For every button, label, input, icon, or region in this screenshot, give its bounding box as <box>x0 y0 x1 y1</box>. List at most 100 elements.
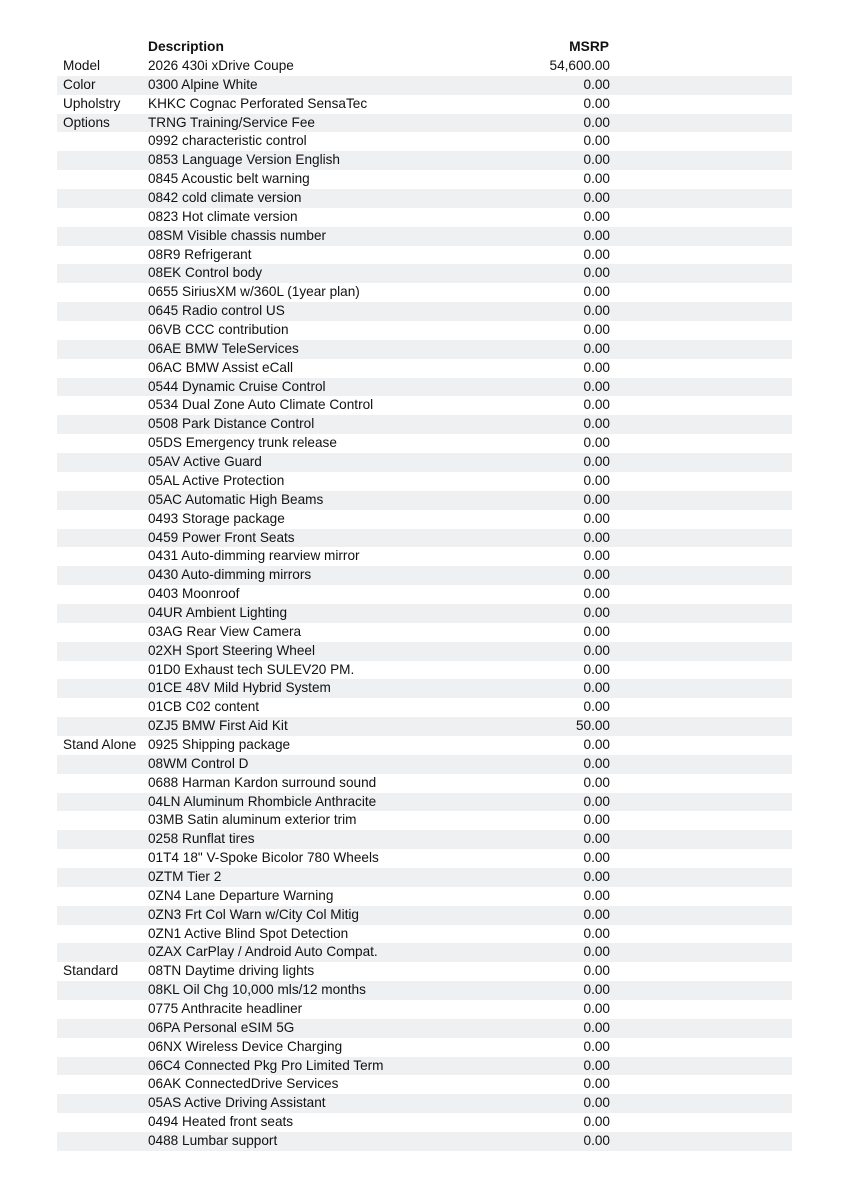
row-msrp: 0.00 <box>583 114 610 130</box>
row-msrp: 0.00 <box>583 1095 610 1111</box>
row-description: 05DS Emergency trunk release <box>148 435 337 451</box>
row-description: 0431 Auto-dimming rearview mirror <box>148 548 360 564</box>
row-msrp: 0.00 <box>583 586 610 602</box>
row-description: 06AK ConnectedDrive Services <box>148 1076 339 1092</box>
row-msrp: 0.00 <box>583 416 610 432</box>
row-description: 0403 Moonroof <box>148 586 240 602</box>
row-description: 05AS Active Driving Assistant <box>148 1095 326 1111</box>
row-msrp: 0.00 <box>583 868 610 884</box>
row-msrp: 0.00 <box>583 227 610 243</box>
table-row: 0431 Auto-dimming rearview mirror 0.00 <box>57 547 792 566</box>
row-description: 0ZN4 Lane Departure Warning <box>148 887 334 903</box>
row-msrp: 0.00 <box>583 76 610 92</box>
table-row: 0775 Anthracite headliner 0.00 <box>57 1000 792 1019</box>
table-row: 02XH Sport Steering Wheel 0.00 <box>57 641 792 661</box>
row-category: Standard <box>63 963 119 979</box>
row-description: 0ZAX CarPlay / Android Auto Compat. <box>148 944 378 960</box>
row-description: 0ZN1 Active Blind Spot Detection <box>148 925 349 941</box>
row-msrp: 0.00 <box>583 755 610 771</box>
row-msrp: 0.00 <box>583 510 610 526</box>
table-row: 0544 Dynamic Cruise Control 0.00 <box>57 377 792 397</box>
row-description: 0258 Runflat tires <box>148 831 255 847</box>
table-row: 04LN Aluminum Rhombicle Anthracite 0.00 <box>57 792 792 812</box>
row-msrp: 0.00 <box>583 1038 610 1054</box>
table-row: 0403 Moonroof 0.00 <box>57 585 792 604</box>
row-category: Options <box>63 114 110 130</box>
row-description: 0775 Anthracite headliner <box>148 1001 303 1016</box>
row-msrp: 54,600.00 <box>549 58 610 73</box>
row-msrp: 0.00 <box>583 95 610 111</box>
row-description: 0ZTM Tier 2 <box>148 868 222 884</box>
row-description: 0823 Hot climate version <box>148 208 298 224</box>
row-msrp: 0.00 <box>583 548 610 564</box>
row-msrp: 0.00 <box>583 284 610 300</box>
table-row: 0823 Hot climate version 0.00 <box>57 208 792 227</box>
row-description: 2026 430i xDrive Coupe <box>148 58 294 73</box>
row-msrp: 0.00 <box>583 850 610 866</box>
table-row: 01T4 18" V-Spoke Bicolor 780 Wheels 0.00 <box>57 849 792 868</box>
row-description: 0488 Lumbar support <box>148 1133 278 1149</box>
row-description: 0645 Radio control US <box>148 303 285 319</box>
row-msrp: 0.00 <box>583 190 610 206</box>
table-row: 08WM Control D 0.00 <box>57 754 792 774</box>
table-row: 0ZN1 Active Blind Spot Detection 0.00 <box>57 925 792 944</box>
row-description: 08EK Control body <box>148 265 263 281</box>
table-row: 0845 Acoustic belt warning 0.00 <box>57 170 792 189</box>
table-row: 0853 Language Version English 0.00 <box>57 151 792 171</box>
row-msrp: 0.00 <box>583 378 610 394</box>
table-row: 05AC Automatic High Beams 0.00 <box>57 490 792 510</box>
row-description: 08WM Control D <box>148 755 249 771</box>
row-msrp: 0.00 <box>583 152 610 168</box>
table-row: 01CB C02 content 0.00 <box>57 698 792 717</box>
table-row: 06NX Wireless Device Charging 0.00 <box>57 1038 792 1057</box>
row-msrp: 0.00 <box>583 944 610 960</box>
row-msrp: 0.00 <box>583 171 610 187</box>
table-row: 08EK Control body 0.00 <box>57 264 792 284</box>
row-msrp: 0.00 <box>583 359 610 375</box>
table-row: 06AK ConnectedDrive Services 0.00 <box>57 1075 792 1094</box>
table-row: 0ZN3 Frt Col Warn w/City Col Mitig 0.00 <box>57 905 792 925</box>
row-category: Model <box>63 58 101 73</box>
table-row: 06C4 Connected Pkg Pro Limited Term 0.00 <box>57 1056 792 1076</box>
row-description: 0853 Language Version English <box>148 152 340 168</box>
row-msrp: 0.00 <box>583 435 610 451</box>
table-row: 0258 Runflat tires 0.00 <box>57 830 792 850</box>
row-description: 01CE 48V Mild Hybrid System <box>148 680 331 696</box>
table-row: 0493 Storage package 0.00 <box>57 510 792 529</box>
row-description: 05AC Automatic High Beams <box>148 491 324 507</box>
table-row: Color 0300 Alpine White 0.00 <box>57 75 792 95</box>
table-row: 0459 Power Front Seats 0.00 <box>57 528 792 548</box>
row-category: Color <box>63 76 96 92</box>
table-row: 0ZAX CarPlay / Android Auto Compat. 0.00 <box>57 943 792 963</box>
row-description: 0842 cold climate version <box>148 190 302 206</box>
row-msrp: 0.00 <box>583 1076 610 1092</box>
table-row: Stand Alone 0925 Shipping package 0.00 <box>57 736 792 755</box>
row-msrp: 0.00 <box>583 642 610 658</box>
row-description: 06C4 Connected Pkg Pro Limited Term <box>148 1057 384 1073</box>
row-msrp: 0.00 <box>583 1133 610 1149</box>
row-msrp: 0.00 <box>583 397 610 413</box>
table-row: 0655 SiriusXM w/360L (1year plan) 0.00 <box>57 283 792 302</box>
row-description: 0992 characteristic control <box>148 133 307 149</box>
row-msrp: 0.00 <box>583 736 610 752</box>
row-description: 03AG Rear View Camera <box>148 623 302 639</box>
row-msrp: 0.00 <box>583 567 610 583</box>
row-description: 05AV Active Guard <box>148 454 262 470</box>
table-row: 0645 Radio control US 0.00 <box>57 302 792 322</box>
table-row: 08R9 Refrigerant 0.00 <box>57 246 792 265</box>
row-category: Upholstry <box>63 95 121 111</box>
table-row: 05AL Active Protection 0.00 <box>57 472 792 491</box>
table-row: 0494 Heated front seats 0.00 <box>57 1113 792 1132</box>
row-description: 0508 Park Distance Control <box>148 416 315 432</box>
table-row: 0ZTM Tier 2 0.00 <box>57 867 792 887</box>
row-msrp: 0.00 <box>583 1057 610 1073</box>
row-msrp: 0.00 <box>583 604 610 620</box>
table-row: Standard 08TN Daytime driving lights 0.00 <box>57 962 792 981</box>
row-description: 0544 Dynamic Cruise Control <box>148 378 326 394</box>
table-row: 0ZN4 Lane Departure Warning 0.00 <box>57 887 792 906</box>
row-description: 0655 SiriusXM w/360L (1year plan) <box>148 284 360 300</box>
row-description: 0430 Auto-dimming mirrors <box>148 567 312 583</box>
row-msrp: 0.00 <box>583 491 610 507</box>
table-row: 06AE BMW TeleServices 0.00 <box>57 339 792 359</box>
row-description: 0925 Shipping package <box>148 736 291 752</box>
